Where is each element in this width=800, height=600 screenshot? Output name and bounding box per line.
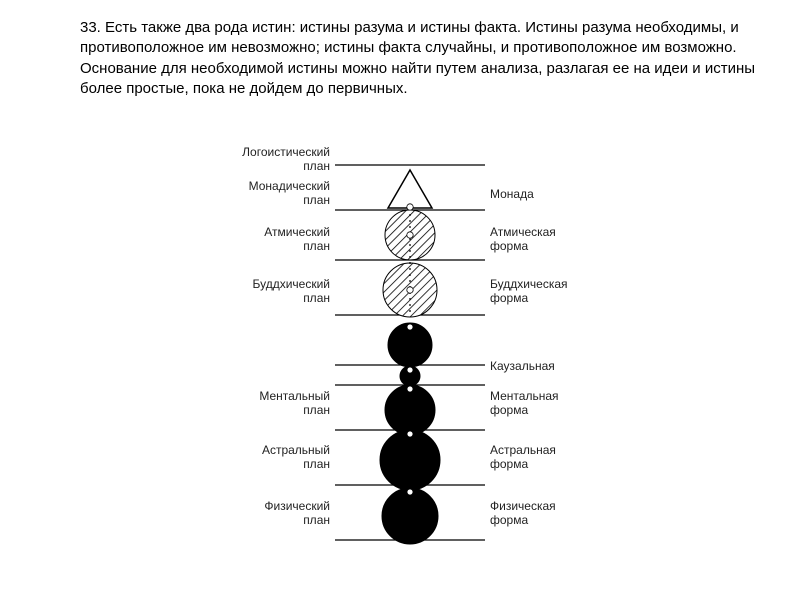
plane-label-right: Астральнаяформа (490, 444, 590, 472)
plane-label-right: Физическаяформа (490, 500, 590, 528)
plane-label-left: Ментальныйплан (230, 390, 330, 418)
paragraph-text: 33. Есть также два рода истин: истины ра… (80, 18, 760, 99)
plane-label-left: Логоистическийплан (230, 146, 330, 174)
plane-label-right: Каузальная (490, 360, 590, 374)
plane-label-right: Буддхическаяформа (490, 278, 590, 306)
page: 33. Есть также два рода истин: истины ра… (0, 0, 800, 600)
plane-label-right: Ментальнаяформа (490, 390, 590, 418)
plane-label-left: Физическийплан (230, 500, 330, 528)
plane-label-left: Атмическийплан (230, 226, 330, 254)
plane-label-right: Атмическаяформа (490, 226, 590, 254)
plane-label-right: Монада (490, 188, 590, 202)
plane-label-left: Монадическийплан (230, 180, 330, 208)
plane-label-left: Астральныйплан (230, 444, 330, 472)
planes-diagram: Логоистическийплан Монадическийплан Атмиче… (230, 140, 590, 550)
plane-label-left: Буддхическийплан (230, 278, 330, 306)
